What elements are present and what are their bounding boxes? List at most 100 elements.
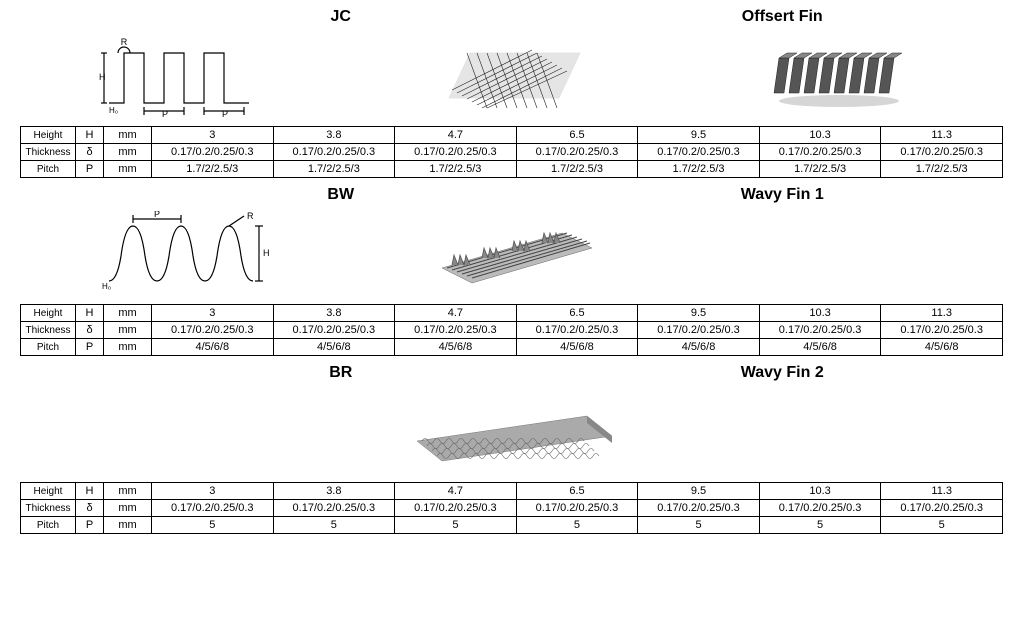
title-offset-fin: Offsert Fin [562,8,1004,26]
cell: 0.17/0.2/0.25/0.3 [516,500,638,517]
row-symbol: H [76,483,104,500]
cell: 1.7/2/2.5/3 [273,161,395,178]
offset-fin-3d [675,33,1003,118]
title-wavy-fin-2: Wavy Fin 2 [562,364,1004,382]
row-unit: mm [104,144,152,161]
svg-text:H: H [99,72,106,82]
svg-text:H₀: H₀ [109,106,118,115]
cell: 0.17/0.2/0.25/0.3 [152,500,274,517]
row-label: Thickness [21,500,76,517]
jc-diagram: R H H₀ P P [20,33,348,118]
row-unit: mm [104,127,152,144]
section-br: BR Wavy Fin 2 Height [20,364,1003,534]
cell: 4.7 [395,483,517,500]
svg-text:P: P [154,211,160,219]
cell: 3.8 [273,483,395,500]
svg-text:H: H [263,248,269,258]
table-bw: Height H mm 3 3.8 4.7 6.5 9.5 10.3 11.3 … [20,304,1003,356]
row-label: Height [21,305,76,322]
cell: 9.5 [638,127,760,144]
row-label: Height [21,483,76,500]
images-row-3 [20,386,1003,476]
cell: 6.5 [516,127,638,144]
section-jc: JC Offsert Fin [20,8,1003,178]
cell: 0.17/0.2/0.25/0.3 [152,322,274,339]
row-label: Pitch [21,339,76,356]
cell: 5 [759,517,881,534]
cell: 3 [152,305,274,322]
cell: 0.17/0.2/0.25/0.3 [759,500,881,517]
cell: 1.7/2/2.5/3 [152,161,274,178]
row-label: Height [21,127,76,144]
cell: 4.7 [395,127,517,144]
wavy-fin-1-3d [348,213,676,293]
cell: 3 [152,483,274,500]
svg-text:R: R [247,211,254,221]
cell: 10.3 [759,483,881,500]
row-unit: mm [104,517,152,534]
cell: 0.17/0.2/0.25/0.3 [395,144,517,161]
row-label: Thickness [21,322,76,339]
svg-text:P: P [162,109,168,118]
svg-text:H₀: H₀ [102,282,111,291]
cell: 4/5/6/8 [152,339,274,356]
row-symbol: H [76,127,104,144]
offset-fin-mesh-1 [348,38,676,113]
cell: 10.3 [759,305,881,322]
row-label: Pitch [21,161,76,178]
title-jc: JC [20,8,562,26]
cell: 1.7/2/2.5/3 [881,161,1003,178]
cell: 3.8 [273,305,395,322]
cell: 0.17/0.2/0.25/0.3 [638,144,760,161]
cell: 0.17/0.2/0.25/0.3 [273,500,395,517]
svg-text:R: R [121,37,128,47]
cell: 0.17/0.2/0.25/0.3 [516,322,638,339]
wavy-fin-2-3d [348,391,676,471]
cell: 1.7/2/2.5/3 [759,161,881,178]
cell: 4/5/6/8 [273,339,395,356]
cell: 11.3 [881,483,1003,500]
section-bw: BW Wavy Fin 1 R H [20,186,1003,356]
cell: 0.17/0.2/0.25/0.3 [395,500,517,517]
cell: 0.17/0.2/0.25/0.3 [759,144,881,161]
cell: 3 [152,127,274,144]
cell: 4/5/6/8 [881,339,1003,356]
title-br: BR [20,364,562,382]
cell: 5 [395,517,517,534]
images-row-1: R H H₀ P P [20,30,1003,120]
cell: 11.3 [881,305,1003,322]
cell: 4/5/6/8 [395,339,517,356]
cell: 4/5/6/8 [759,339,881,356]
row-symbol: δ [76,500,104,517]
cell: 5 [152,517,274,534]
title-wavy-fin-1: Wavy Fin 1 [562,186,1004,204]
cell: 4/5/6/8 [516,339,638,356]
table-jc: Height H mm 3 3.8 4.7 6.5 9.5 10.3 11.3 … [20,126,1003,178]
table-br: Height H mm 3 3.8 4.7 6.5 9.5 10.3 11.3 … [20,482,1003,534]
row-label: Pitch [21,517,76,534]
cell: 10.3 [759,127,881,144]
cell: 0.17/0.2/0.25/0.3 [152,144,274,161]
cell: 5 [638,517,760,534]
cell: 9.5 [638,305,760,322]
section-titles: BR Wavy Fin 2 [20,364,1003,382]
cell: 6.5 [516,483,638,500]
row-unit: mm [104,339,152,356]
cell: 6.5 [516,305,638,322]
row-symbol: δ [76,322,104,339]
cell: 4/5/6/8 [638,339,760,356]
row-unit: mm [104,322,152,339]
cell: 0.17/0.2/0.25/0.3 [273,322,395,339]
row-symbol: P [76,339,104,356]
cell: 11.3 [881,127,1003,144]
section-titles: JC Offsert Fin [20,8,1003,26]
cell: 0.17/0.2/0.25/0.3 [638,500,760,517]
cell: 0.17/0.2/0.25/0.3 [759,322,881,339]
cell: 0.17/0.2/0.25/0.3 [273,144,395,161]
row-unit: mm [104,483,152,500]
row-unit: mm [104,500,152,517]
row-unit: mm [104,161,152,178]
cell: 5 [516,517,638,534]
row-symbol: H [76,305,104,322]
cell: 0.17/0.2/0.25/0.3 [881,322,1003,339]
